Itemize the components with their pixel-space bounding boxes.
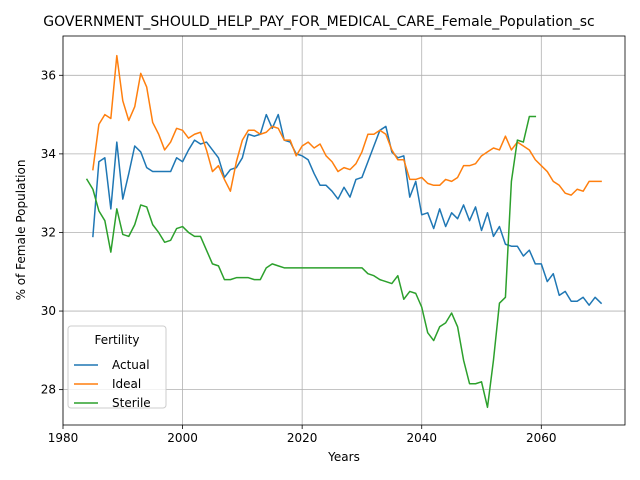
y-tick-label: 30 <box>41 304 56 318</box>
series-line-actual <box>92 113 603 306</box>
legend-title: Fertility <box>94 333 139 347</box>
y-tick-label: 28 <box>41 383 56 397</box>
x-tick-label: 1980 <box>48 431 79 445</box>
legend-box <box>67 325 167 409</box>
legend-label-ideal: Ideal <box>112 377 141 391</box>
plot-area: 1980 2000 2020 2040 2060 28 30 32 34 36 <box>41 35 626 445</box>
plot-frame <box>62 35 626 426</box>
legend-items: Actual Ideal Sterile <box>74 358 151 410</box>
chart-title: GOVERNMENT_SHOULD_HELP_PAY_FOR_MEDICAL_C… <box>43 14 595 30</box>
y-tick-label: 36 <box>41 68 56 82</box>
y-axis-label: % of Female Population <box>14 160 28 301</box>
y-tick-label: 32 <box>41 225 56 239</box>
series-group <box>85 54 603 409</box>
x-tick-label: 2020 <box>287 431 318 445</box>
legend-label-sterile: Sterile <box>112 396 151 410</box>
x-axis: 1980 2000 2020 2040 2060 <box>48 425 557 445</box>
y-tick-label: 34 <box>41 147 56 161</box>
x-axis-label: Years <box>327 450 360 464</box>
x-tick-label: 2060 <box>526 431 557 445</box>
legend-label-actual: Actual <box>112 358 150 372</box>
x-tick-label: 2000 <box>167 431 198 445</box>
legend: Fertility Actual Ideal Sterile <box>67 325 167 410</box>
x-tick-label: 2040 <box>406 431 437 445</box>
series-line-sterile <box>85 115 537 409</box>
grid <box>62 36 625 425</box>
y-axis: 28 30 32 34 36 <box>41 68 63 397</box>
